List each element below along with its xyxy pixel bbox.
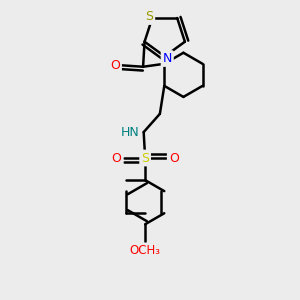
Text: S: S <box>141 152 149 164</box>
Text: N: N <box>163 52 172 65</box>
Text: O: O <box>169 152 178 164</box>
Text: HN: HN <box>121 126 140 139</box>
Text: O: O <box>110 59 120 72</box>
Text: S: S <box>145 10 153 23</box>
Text: O: O <box>112 152 122 164</box>
Text: OCH₃: OCH₃ <box>130 244 160 257</box>
